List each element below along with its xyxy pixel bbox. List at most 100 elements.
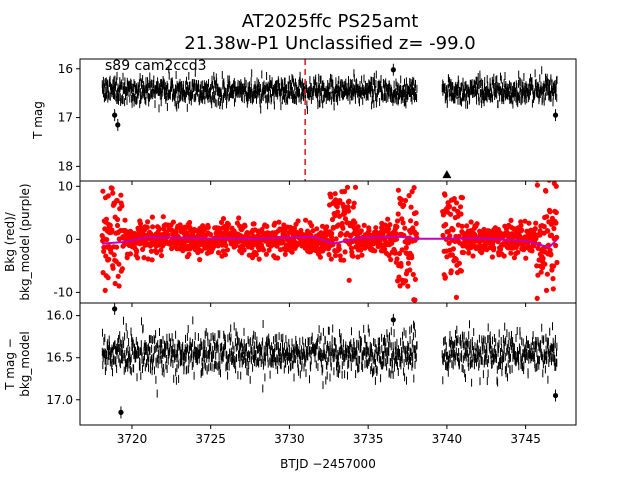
data-point [385, 216, 391, 222]
series-0 [101, 65, 558, 115]
data-point [519, 227, 525, 233]
data-point [542, 261, 548, 267]
data-point [409, 189, 415, 195]
data-point [547, 247, 553, 253]
outlier-point [118, 409, 124, 415]
data-point [449, 252, 455, 258]
data-point [342, 249, 348, 255]
data-point [534, 295, 540, 301]
data-point [468, 219, 474, 225]
data-point [402, 225, 408, 231]
data-point [395, 170, 400, 175]
data-point [114, 222, 121, 229]
data-point [523, 255, 529, 261]
data-point [336, 242, 342, 248]
data-point [170, 219, 176, 225]
data-point [114, 216, 121, 223]
data-point [535, 272, 541, 278]
data-point [355, 254, 361, 260]
data-point [388, 257, 394, 263]
data-point [399, 247, 405, 253]
data-point [314, 226, 320, 232]
data-point [118, 150, 123, 155]
data-point [459, 195, 466, 201]
model-line [101, 235, 558, 249]
data-point [103, 216, 109, 222]
data-point [518, 222, 524, 229]
data-point [448, 268, 454, 274]
data-point [352, 220, 358, 226]
y-tick-label: 16.5 [46, 351, 73, 365]
data-point [282, 251, 288, 257]
data-point [326, 251, 332, 258]
axes-frame [79, 302, 577, 426]
data-point [550, 276, 556, 282]
data-point [110, 265, 116, 271]
data-point [445, 229, 451, 235]
data-point [534, 182, 541, 188]
data-point [236, 215, 242, 221]
data-point [400, 220, 406, 226]
y-axis-label: T mag [31, 101, 45, 140]
data-point [537, 228, 543, 234]
data-point [177, 222, 183, 228]
data-point [548, 251, 554, 257]
data-point [122, 217, 128, 223]
data-point [355, 224, 361, 230]
data-point [309, 223, 315, 229]
data-point [458, 268, 464, 274]
data-point [150, 224, 156, 230]
data-point [522, 218, 528, 224]
data-point [114, 197, 120, 204]
data-point [405, 240, 412, 246]
data-point [389, 240, 395, 246]
data-point [105, 275, 111, 281]
data-point [118, 192, 124, 198]
data-point [529, 248, 535, 254]
data-point [474, 221, 480, 227]
data-point [551, 225, 557, 232]
panel-background: 10 0 -10 Bkg (red)/bkg_model (purple) [3, 147, 577, 312]
data-point [115, 273, 121, 279]
data-point [119, 203, 125, 209]
data-point [104, 237, 110, 243]
data-point [274, 243, 280, 249]
data-point [342, 216, 349, 222]
data-point [453, 294, 459, 300]
data-point [134, 248, 140, 255]
data-point [112, 280, 118, 287]
panel-tmag-minus-bkg: 16.0 16.5 17.0 3720 3725 3730 3735 3740 3745 T ma… [3, 302, 577, 446]
data-point [457, 147, 462, 152]
data-point [335, 209, 341, 215]
chart-title-line2: 21.38w-P1 Unclassified z= -99.0 [184, 33, 475, 54]
data-point [340, 225, 346, 231]
data-point [442, 274, 448, 280]
data-point [460, 249, 467, 256]
x-tick-label: 3740 [432, 432, 463, 446]
data-point [154, 250, 160, 256]
data-point [158, 253, 165, 259]
data-point [545, 228, 551, 234]
data-point [319, 223, 326, 229]
data-point [208, 231, 214, 238]
data-point [464, 223, 470, 229]
data-point [508, 250, 514, 256]
data-point [543, 287, 550, 293]
data-point [386, 252, 392, 258]
data-point [338, 231, 344, 237]
data-point [466, 250, 472, 256]
data-point [331, 175, 336, 180]
data-point [382, 246, 388, 252]
data-point [394, 256, 400, 262]
data-point [395, 211, 401, 217]
data-point [395, 187, 401, 193]
data-point [408, 204, 414, 210]
data-point [119, 266, 125, 272]
data-point [225, 221, 231, 227]
data-point [526, 220, 532, 226]
data-point [352, 184, 359, 190]
data-point [546, 307, 551, 312]
data-point [406, 193, 412, 199]
data-point [443, 221, 449, 228]
data-point [511, 255, 517, 261]
